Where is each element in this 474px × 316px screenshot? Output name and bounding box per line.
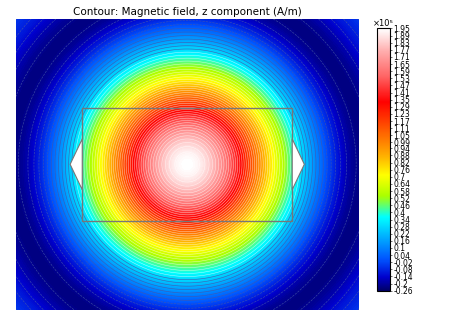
Polygon shape	[70, 139, 82, 190]
Bar	[82, 108, 292, 221]
Title: Contour: Magnetic field, z component (A/m): Contour: Magnetic field, z component (A/…	[73, 7, 301, 17]
Title: ×10⁵: ×10⁵	[373, 19, 394, 28]
Polygon shape	[292, 139, 304, 190]
